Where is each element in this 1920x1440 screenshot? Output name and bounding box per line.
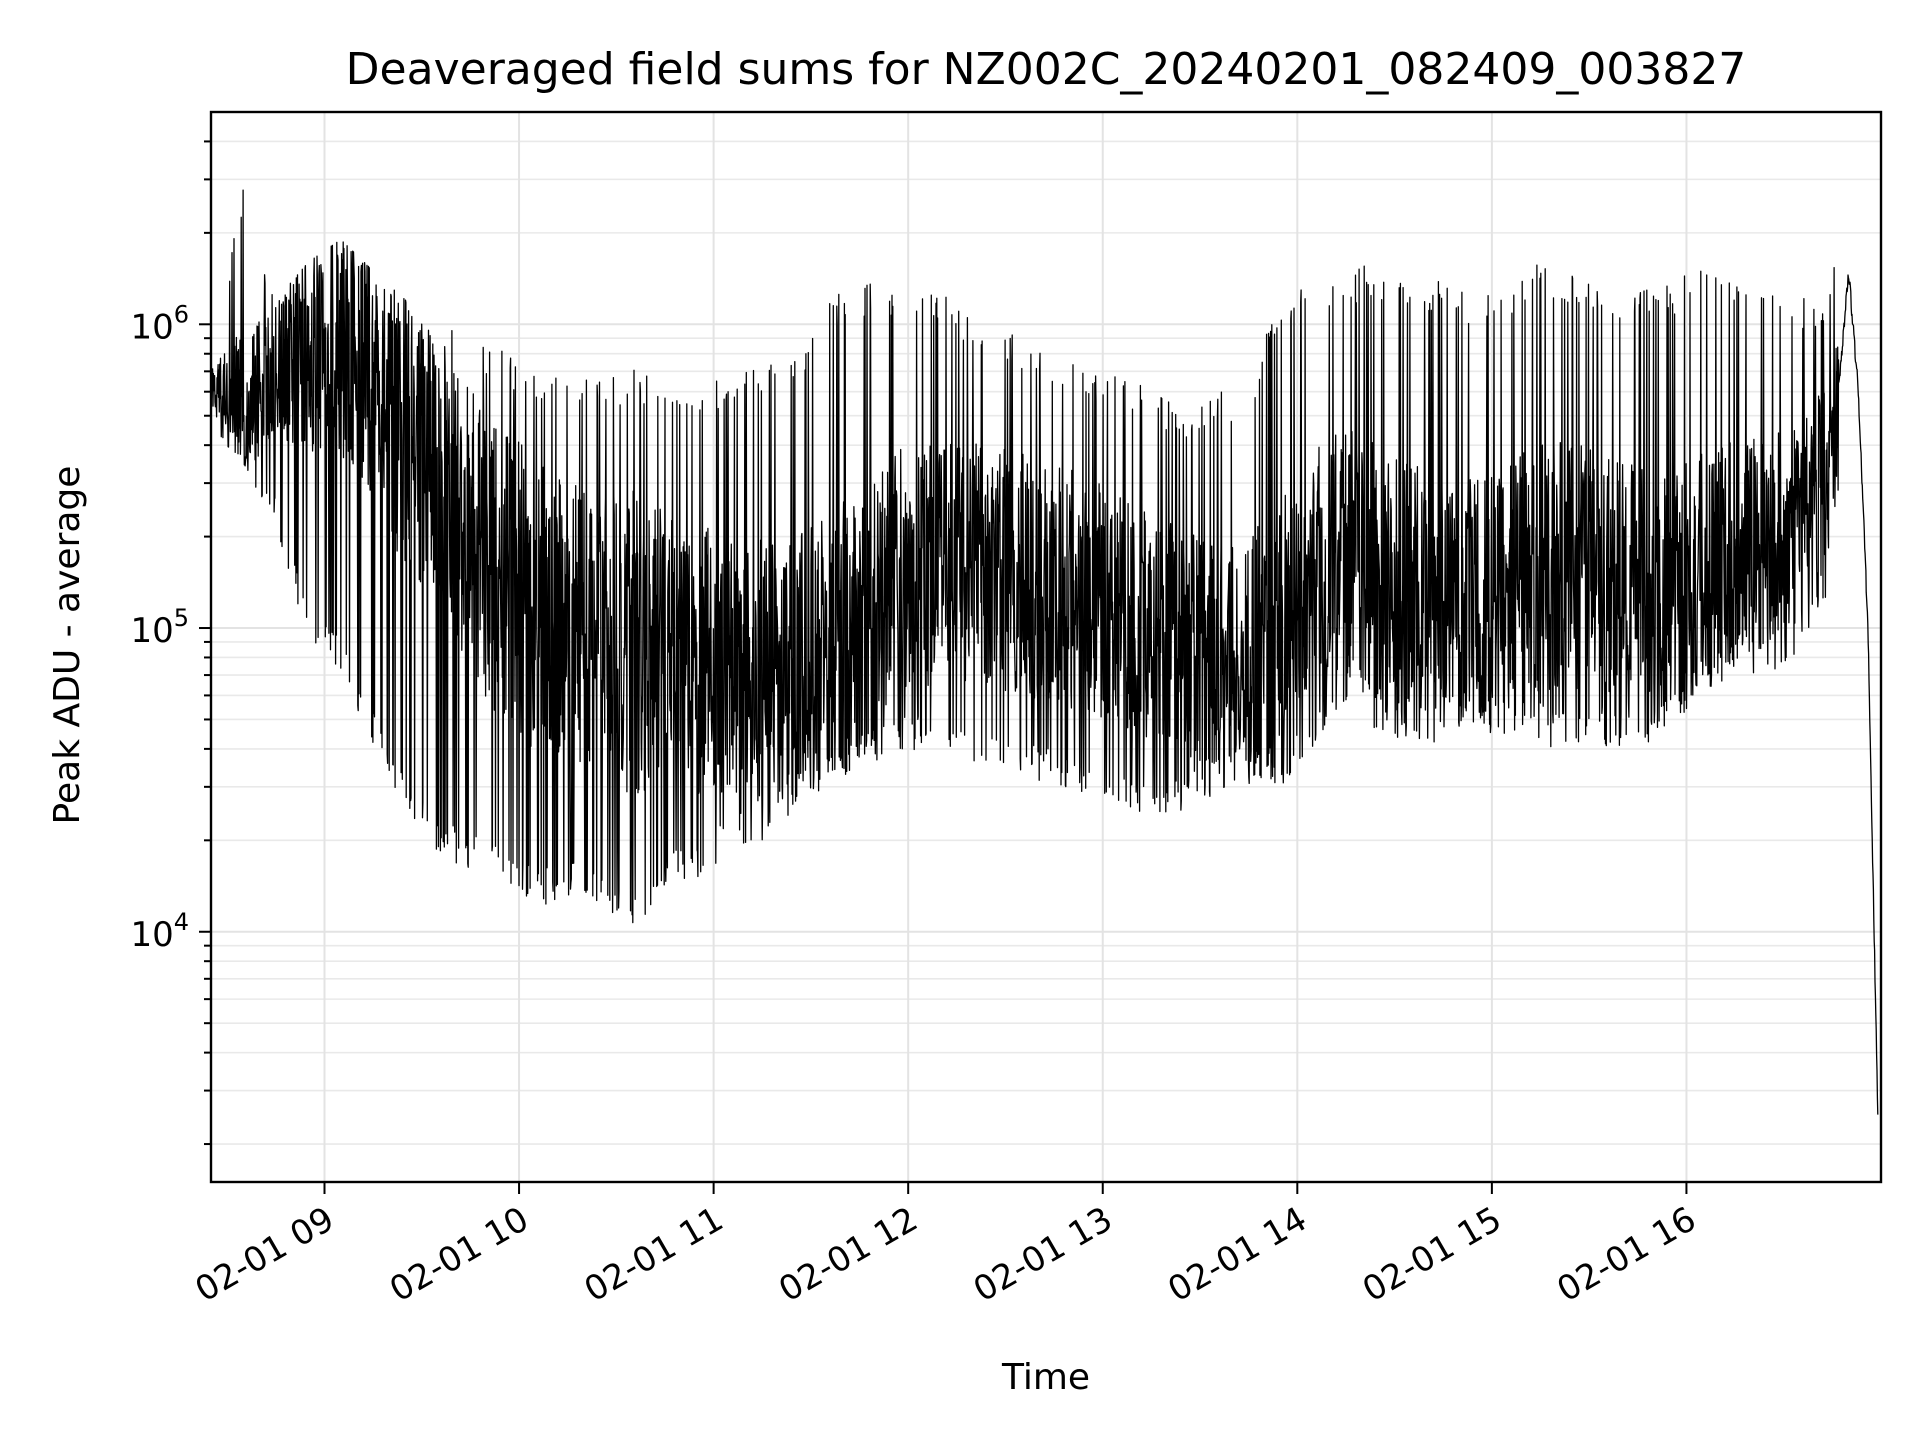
- series-line: [210, 189, 1879, 1115]
- series-layer: [210, 189, 1879, 1115]
- y-tick-label: 105: [130, 604, 189, 651]
- y-tick-label: 104: [130, 908, 189, 955]
- y-axis-label: Peak ADU - average: [47, 466, 88, 825]
- y-tick-label: 106: [130, 300, 189, 347]
- chart-title: Deaveraged field sums for NZ002C_2024020…: [346, 44, 1747, 95]
- x-axis-label: Time: [1001, 1357, 1090, 1398]
- plot-frame: [209, 110, 1883, 1184]
